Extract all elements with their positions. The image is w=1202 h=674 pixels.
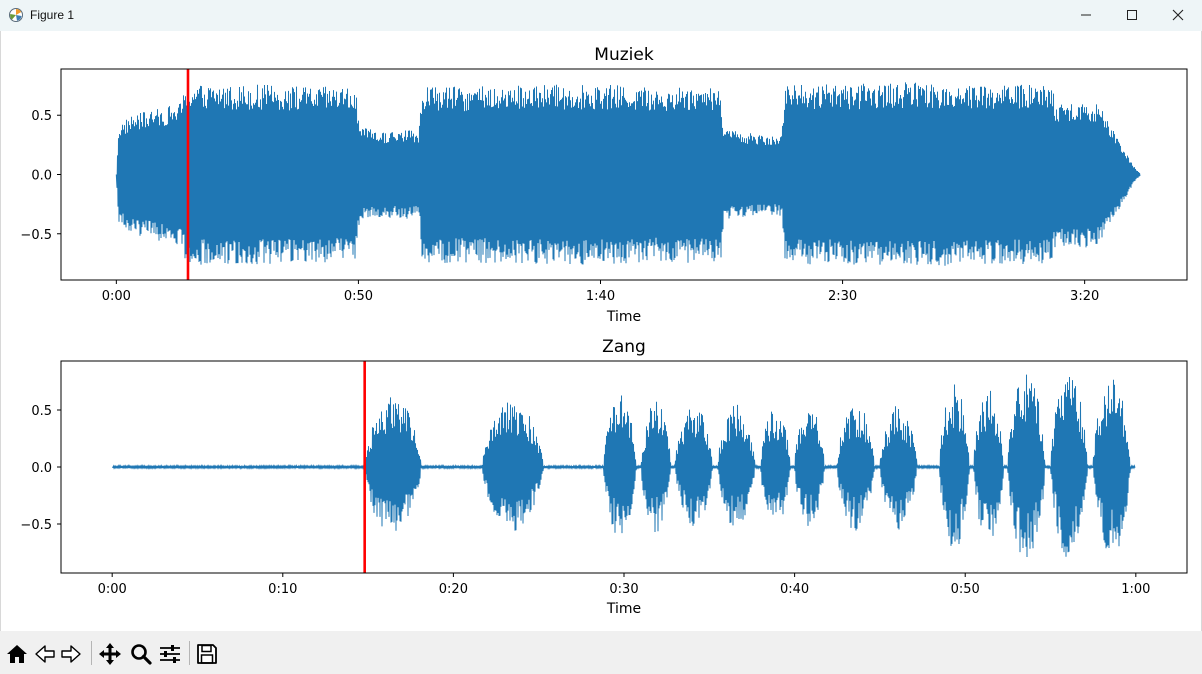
x-axis-label-zang: Time xyxy=(606,601,641,617)
y-tick-label: 0.0 xyxy=(31,461,52,476)
waveform-zang xyxy=(111,361,1136,573)
pan-move-icon xyxy=(99,643,121,665)
minimize-button[interactable] xyxy=(1063,0,1109,31)
x-tick-label: 2:30 xyxy=(828,289,857,304)
forward-button[interactable] xyxy=(58,641,84,667)
close-icon xyxy=(1172,9,1184,21)
back-arrow-icon xyxy=(35,645,55,663)
maximize-icon xyxy=(1127,10,1137,20)
back-button[interactable] xyxy=(32,641,58,667)
x-tick-label: 1:40 xyxy=(586,289,615,304)
y-tick-label: 0.0 xyxy=(31,169,52,184)
window-title: Figure 1 xyxy=(30,8,75,22)
sliders-icon xyxy=(160,645,180,663)
save-icon xyxy=(197,644,217,664)
toolbar-separator xyxy=(91,641,92,665)
configure-subplots-button[interactable] xyxy=(157,641,183,667)
save-button[interactable] xyxy=(194,641,220,667)
x-ticks-zang: 0:00 0:10 0:20 0:30 0:40 0:50 1:00 xyxy=(98,573,1150,597)
x-tick-label: 3:20 xyxy=(1070,289,1099,304)
zoom-button[interactable] xyxy=(128,641,154,667)
axes-zang[interactable]: Zang Time 0:00 0:10 0:20 0:30 0:40 0:50 1:00 0… xyxy=(20,337,1188,617)
window-titlebar: Figure 1 xyxy=(0,0,1202,32)
y-tick-label: 0.5 xyxy=(31,109,52,124)
y-ticks-zang: 0.5 0.0 −0.5 xyxy=(20,404,61,533)
x-tick-label: 0:20 xyxy=(439,582,468,597)
x-tick-label: 0:10 xyxy=(268,582,297,597)
x-tick-label: 0:50 xyxy=(951,582,980,597)
chart-title-zang: Zang xyxy=(602,337,646,357)
figure-canvas[interactable]: Muziek Time 0:00 0:50 1:40 2:30 3:20 0.5 0.0 −… xyxy=(0,31,1202,631)
figure-svg: Muziek Time 0:00 0:50 1:40 2:30 3:20 0.5 0.0 −… xyxy=(20,45,1188,617)
waveform-series-zang xyxy=(111,374,1136,558)
home-button[interactable] xyxy=(4,641,30,667)
y-ticks-muziek: 0.5 0.0 −0.5 xyxy=(20,109,61,243)
forward-arrow-icon xyxy=(61,645,81,663)
axes-muziek[interactable]: Muziek Time 0:00 0:50 1:40 2:30 3:20 0.5 0.0 −… xyxy=(20,45,1188,325)
close-button[interactable] xyxy=(1155,0,1201,31)
x-tick-label: 0:50 xyxy=(344,289,373,304)
x-tick-label: 0:00 xyxy=(102,289,131,304)
x-ticks-muziek: 0:00 0:50 1:40 2:30 3:20 xyxy=(102,280,1099,304)
x-tick-label: 0:40 xyxy=(780,582,809,597)
chart-title-muziek: Muziek xyxy=(594,45,654,65)
pan-button[interactable] xyxy=(97,641,123,667)
waveform-muziek xyxy=(115,69,1141,280)
minimize-icon xyxy=(1081,14,1091,16)
navigation-toolbar xyxy=(0,631,1202,674)
x-tick-label: 0:30 xyxy=(609,582,638,597)
y-tick-label: 0.5 xyxy=(31,404,52,419)
zoom-icon xyxy=(131,644,152,665)
x-tick-label: 1:00 xyxy=(1121,582,1150,597)
home-icon xyxy=(7,645,27,663)
toolbar-separator xyxy=(189,641,190,665)
matplotlib-icon xyxy=(8,7,24,23)
y-tick-label: −0.5 xyxy=(20,228,52,243)
waveform-series-muziek xyxy=(115,82,1141,266)
x-tick-label: 0:00 xyxy=(98,582,127,597)
x-axis-label-muziek: Time xyxy=(606,309,641,325)
y-tick-label: −0.5 xyxy=(20,518,52,533)
maximize-button[interactable] xyxy=(1109,0,1155,31)
